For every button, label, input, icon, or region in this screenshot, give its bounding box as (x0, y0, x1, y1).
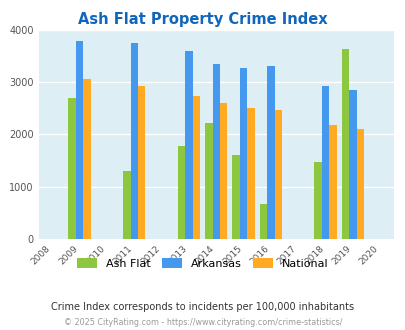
Bar (192, 96, 199, 239)
Text: © 2025 CityRating.com - https://www.cityrating.com/crime-statistics/: © 2025 CityRating.com - https://www.city… (64, 318, 341, 327)
Bar (130, 43, 138, 239)
Bar (274, 110, 281, 239)
Bar (83, 80, 90, 239)
Bar (185, 50, 192, 239)
Bar (321, 86, 328, 239)
Bar (123, 171, 130, 239)
Bar (138, 86, 145, 239)
Bar (68, 98, 76, 239)
Bar (348, 90, 356, 239)
Text: Ash Flat Property Crime Index: Ash Flat Property Crime Index (78, 12, 327, 26)
Legend: Ash Flat, Arkansas, National: Ash Flat, Arkansas, National (73, 254, 332, 273)
Bar (177, 146, 185, 239)
Bar (266, 66, 274, 239)
Bar (205, 123, 212, 239)
Bar (76, 42, 83, 239)
Text: Crime Index corresponds to incidents per 100,000 inhabitants: Crime Index corresponds to incidents per… (51, 302, 354, 312)
Bar (328, 125, 336, 239)
Bar (212, 64, 220, 239)
Bar (220, 103, 227, 239)
Bar (247, 108, 254, 239)
Bar (341, 50, 348, 239)
Bar (313, 162, 321, 239)
Bar (356, 129, 363, 239)
Bar (259, 204, 266, 239)
Bar (232, 155, 239, 239)
Bar (239, 68, 247, 239)
